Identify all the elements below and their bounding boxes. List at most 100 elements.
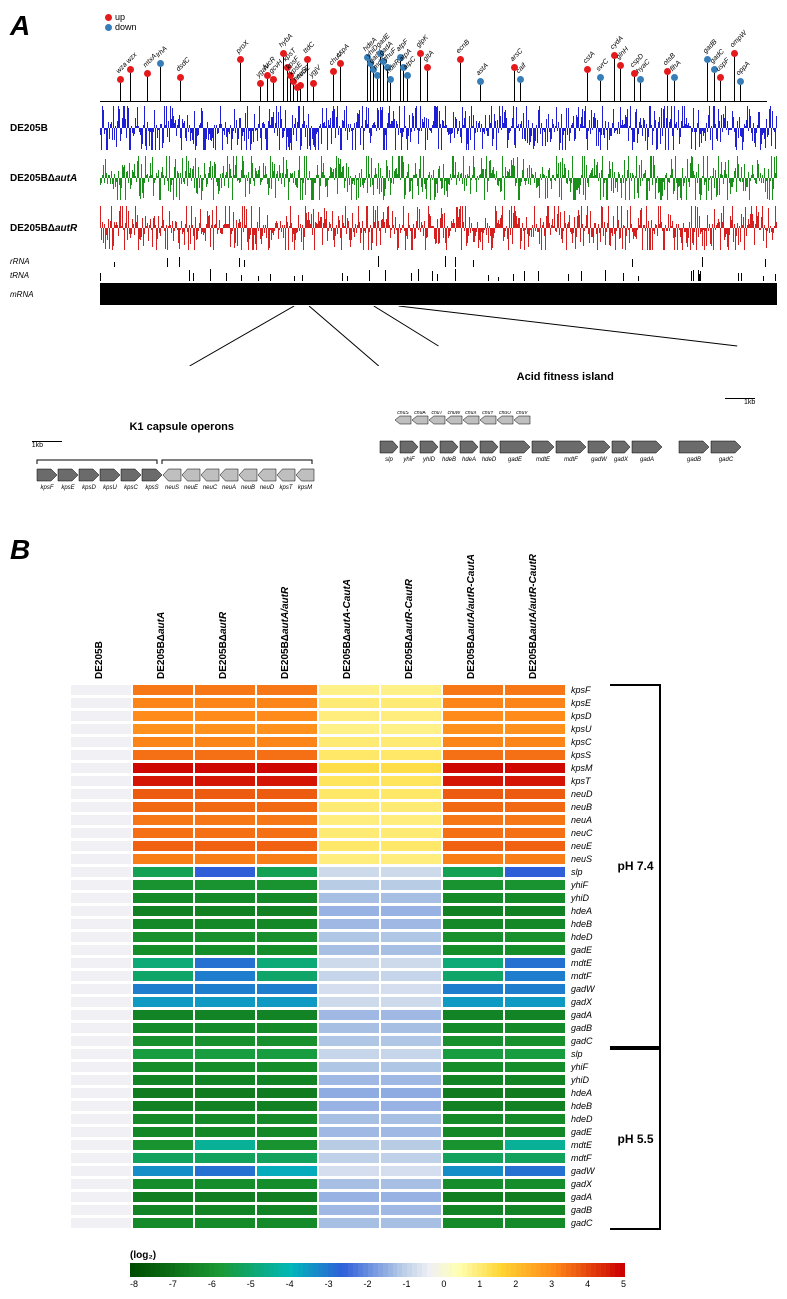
heatmap-cell [504, 866, 566, 878]
heatmap-cell [132, 827, 194, 839]
heatmap-cell [256, 814, 318, 826]
heatmap-cell [194, 1074, 256, 1086]
heatmap-row [70, 931, 566, 944]
heatmap-row [70, 853, 566, 866]
heatmap-cell [318, 1048, 380, 1060]
heatmap-cell [504, 814, 566, 826]
heatmap-cell [70, 918, 132, 930]
heatmap-cell [380, 1139, 442, 1151]
heatmap-cell [70, 1217, 132, 1229]
heatmap-cell [442, 788, 504, 800]
heatmap-cell [132, 1100, 194, 1112]
heatmap-cell [132, 1048, 194, 1060]
heatmap-cell [380, 684, 442, 696]
heatmap-cell [380, 723, 442, 735]
heatmap-cell [504, 1061, 566, 1073]
row-label-kpsM: kpsM [571, 762, 595, 775]
colorbar-ticks: -8-7-6-5-4-3-2-1012345 [130, 1279, 626, 1289]
svg-text:kpsM: kpsM [298, 485, 312, 491]
lollipop-glpK: glpK [420, 57, 421, 101]
heatmap-cell [504, 996, 566, 1008]
heatmap-cell [318, 723, 380, 735]
row-label-gadC: gadC [571, 1217, 595, 1230]
row-label-gadB: gadB [571, 1022, 595, 1035]
heatmap-cell [256, 892, 318, 904]
heatmap-cell [504, 918, 566, 930]
heatmap-cell [132, 879, 194, 891]
heatmap-cell [194, 762, 256, 774]
heatmap-row [70, 775, 566, 788]
heatmap-cell [70, 1061, 132, 1073]
heatmap-cell [380, 879, 442, 891]
heatmap-cell [442, 1204, 504, 1216]
heatmap-cell [504, 1139, 566, 1151]
heatmap-cell [256, 957, 318, 969]
svg-text:kpsC: kpsC [124, 485, 138, 491]
svg-text:gadA: gadA [640, 457, 654, 463]
k1-scale: 1kb [32, 441, 62, 449]
heatmap-cell [442, 1061, 504, 1073]
heatmap-cell [256, 944, 318, 956]
heatmap-cell [132, 1061, 194, 1073]
heatmap-cell [442, 970, 504, 982]
heatmap-cell [256, 1204, 318, 1216]
heatmap-row [70, 1035, 566, 1048]
row-label-kpsF: kpsF [571, 684, 595, 697]
heatmap-cell [194, 736, 256, 748]
heatmap-cell [504, 1022, 566, 1034]
svg-text:chuT: chuT [432, 411, 444, 416]
svg-text:chuA: chuA [415, 411, 427, 416]
heatmap-cell [132, 1152, 194, 1164]
heatmap-cell [70, 983, 132, 995]
row-label-neuD: neuD [571, 788, 595, 801]
heatmap-cell [132, 814, 194, 826]
heatmap-cell [380, 788, 442, 800]
heatmap-cell [442, 736, 504, 748]
svg-text:kpsF: kpsF [40, 485, 53, 491]
colorbar-tick: 5 [621, 1279, 626, 1289]
col-header-0: DE205B [94, 617, 105, 679]
heatmap-cell [318, 1217, 380, 1229]
ph-brackets: pH 7.4pH 5.5 [610, 684, 661, 1230]
heatmap-cell [504, 775, 566, 787]
row-label-neuB: neuB [571, 801, 595, 814]
svg-text:kpsT: kpsT [279, 485, 293, 491]
heatmap-cell [380, 892, 442, 904]
k1-operon: K1 capsule operons 1kb kpsFkpsEkpsDkpsUk… [32, 421, 332, 509]
colorbar-tick: -2 [364, 1279, 372, 1289]
heatmap-cell [70, 853, 132, 865]
heatmap-cell [70, 1022, 132, 1034]
lollipop-hybA: hybA [283, 57, 284, 101]
heatmap-cell [318, 814, 380, 826]
heatmap-cell [194, 814, 256, 826]
col-header-3: DE205BΔautA/autR [280, 617, 291, 679]
heatmap-cell [442, 1074, 504, 1086]
heatmap-cell [70, 957, 132, 969]
heatmap-cell [132, 1035, 194, 1047]
heatmap-cell [70, 827, 132, 839]
lollipop-chuV: chuV [333, 75, 334, 101]
heatmap-cell [194, 931, 256, 943]
heatmap-cell [132, 684, 194, 696]
lollipop-mtxA: mtxA [147, 77, 148, 101]
heatmap-cell [380, 918, 442, 930]
track-label-2: DE205BΔautR [10, 223, 100, 234]
heatmap-cell [70, 866, 132, 878]
heatmap-cell [442, 853, 504, 865]
heatmap-cell [380, 1022, 442, 1034]
heatmap-cell [256, 853, 318, 865]
heatmap-cell [132, 775, 194, 787]
heatmap-cell [70, 684, 132, 696]
heatmap-cell [256, 1178, 318, 1190]
col-header-2: DE205BΔautR [218, 617, 229, 679]
lollipop-lrhA: lrhA [160, 67, 161, 101]
row-label-kpsE: kpsE [571, 697, 595, 710]
operon-diagrams: K1 capsule operons 1kb kpsFkpsEkpsDkpsUk… [10, 371, 777, 509]
row-label-yhiF: yhiF [571, 1061, 595, 1074]
heatmap-cell [504, 983, 566, 995]
track-label-0: DE205B [10, 123, 100, 134]
heatmap-row [70, 1126, 566, 1139]
lollipop-cspD: cspD [634, 77, 635, 101]
lollipop-svrC: svrC [600, 81, 601, 101]
heatmap-cell [132, 892, 194, 904]
